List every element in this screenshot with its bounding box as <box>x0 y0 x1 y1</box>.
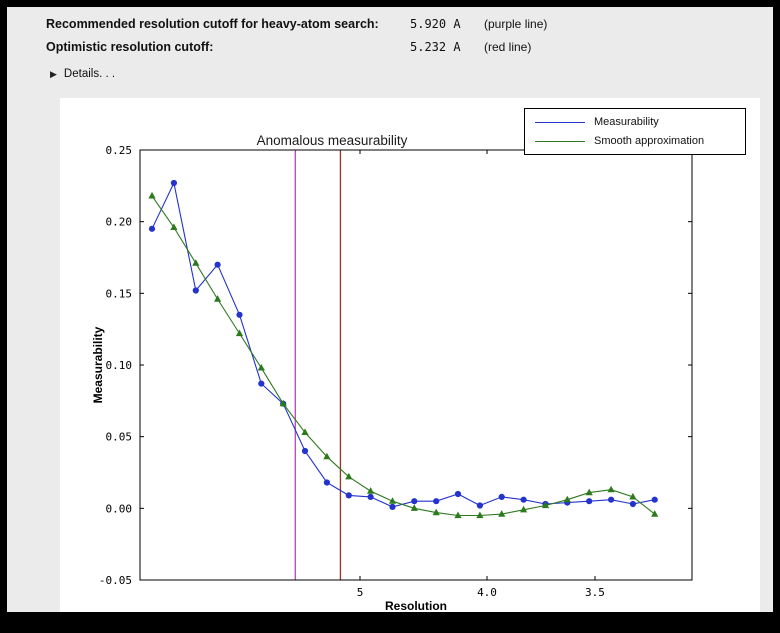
plot-area <box>140 150 692 580</box>
marker-circle <box>608 496 615 503</box>
marker-circle <box>345 492 352 499</box>
marker-circle <box>258 380 265 387</box>
marker-triangle <box>323 452 331 460</box>
marker-triangle <box>629 492 637 500</box>
marker-circle <box>454 490 462 498</box>
marker-triangle <box>520 505 528 513</box>
marker-circle <box>367 493 374 500</box>
y-tick-label: 0.10 <box>106 359 133 372</box>
marker-triangle <box>410 504 418 511</box>
marker-circle <box>629 500 637 508</box>
y-tick-label: 0.20 <box>106 216 133 229</box>
y-tick-label: 0.15 <box>106 287 133 300</box>
marker-triangle <box>498 510 506 517</box>
legend-label-smooth-approximation: Smooth approximation <box>594 135 705 147</box>
marker-triangle <box>476 511 484 519</box>
marker-triangle <box>214 295 222 302</box>
disclosure-triangle-icon: ▶ <box>50 68 57 79</box>
marker-circle <box>301 447 309 455</box>
y-tick-label: 0.00 <box>106 502 133 515</box>
marker-circle <box>236 311 243 318</box>
optimistic-cutoff-row: Optimistic resolution cutoff: 5.232 A (r… <box>46 40 531 54</box>
legend-line-sample-smooth-approximation <box>535 140 585 142</box>
chart-title: Anomalous measurability <box>257 133 408 148</box>
marker-circle <box>192 287 199 294</box>
marker-circle <box>411 498 418 505</box>
marker-triangle <box>279 399 287 407</box>
y-axis-label: Measurability <box>91 326 105 403</box>
marker-triangle <box>367 487 375 494</box>
marker-triangle <box>301 428 309 435</box>
marker-circle <box>586 498 593 505</box>
marker-circle <box>170 179 177 187</box>
marker-triangle <box>345 472 353 480</box>
marker-triangle <box>235 329 244 337</box>
details-toggle-button[interactable]: ▶ Details. . . <box>46 66 119 82</box>
anomalous-measurability-chart: -0.05 0.00 0.05 0.10 0.15 0.20 0.25 5 4.0 3.5 Anom… <box>91 133 693 612</box>
optimistic-cutoff-value: 5.232 A <box>410 40 461 54</box>
recommended-cutoff-value: 5.920 A <box>410 17 461 31</box>
marker-circle <box>651 496 658 503</box>
marker-circle <box>433 498 440 505</box>
results-panel: Recommended resolution cutoff for heavy-… <box>7 7 773 612</box>
plot-figure: -0.05 0.00 0.05 0.10 0.15 0.20 0.25 5 4.0 3.5 Anom… <box>60 98 760 612</box>
marker-triangle <box>388 497 397 504</box>
details-label: Details. . . <box>63 68 116 80</box>
marker-triangle <box>148 191 156 199</box>
series-line-1 <box>151 195 656 517</box>
marker-circle <box>498 493 505 500</box>
marker-triangle <box>192 259 200 266</box>
marker-circle <box>520 496 527 503</box>
y-tick-label: 0.05 <box>106 431 133 444</box>
legend-entry-smooth-approximation: Smooth approximation <box>535 134 735 148</box>
marker-circle <box>214 261 221 268</box>
y-tick-label: 0.25 <box>106 144 133 157</box>
marker-triangle <box>170 223 178 230</box>
recommended-cutoff-label: Recommended resolution cutoff for heavy-… <box>46 17 379 31</box>
marker-triangle <box>541 501 550 509</box>
marker-triangle <box>257 363 265 371</box>
marker-triangle <box>585 488 593 496</box>
marker-triangle <box>432 508 440 516</box>
recommended-cutoff-row: Recommended resolution cutoff for heavy-… <box>46 17 547 31</box>
y-tick-label: -0.05 <box>99 574 132 587</box>
marker-circle <box>476 502 483 509</box>
marker-triangle <box>651 510 659 517</box>
x-tick-label: 4.0 <box>477 586 497 599</box>
legend-line-sample-measurability <box>535 121 585 123</box>
recommended-cutoff-note: (purple line) <box>484 17 548 31</box>
marker-triangle <box>563 495 571 503</box>
x-tick-label: 5 <box>357 586 364 599</box>
marker-circle <box>323 479 330 486</box>
x-axis-label: Resolution <box>385 599 447 612</box>
marker-circle <box>389 503 396 510</box>
legend-entry-measurability: Measurability <box>535 115 735 129</box>
legend-label-measurability: Measurability <box>594 116 659 128</box>
chart-legend: Measurability Smooth approximation <box>524 108 746 155</box>
marker-triangle <box>607 485 615 493</box>
marker-circle <box>148 225 156 232</box>
optimistic-cutoff-label: Optimistic resolution cutoff: <box>46 40 214 54</box>
optimistic-cutoff-note: (red line) <box>484 40 532 54</box>
marker-triangle <box>454 511 462 519</box>
x-tick-label: 3.5 <box>585 586 605 599</box>
series-line-0 <box>151 181 655 508</box>
